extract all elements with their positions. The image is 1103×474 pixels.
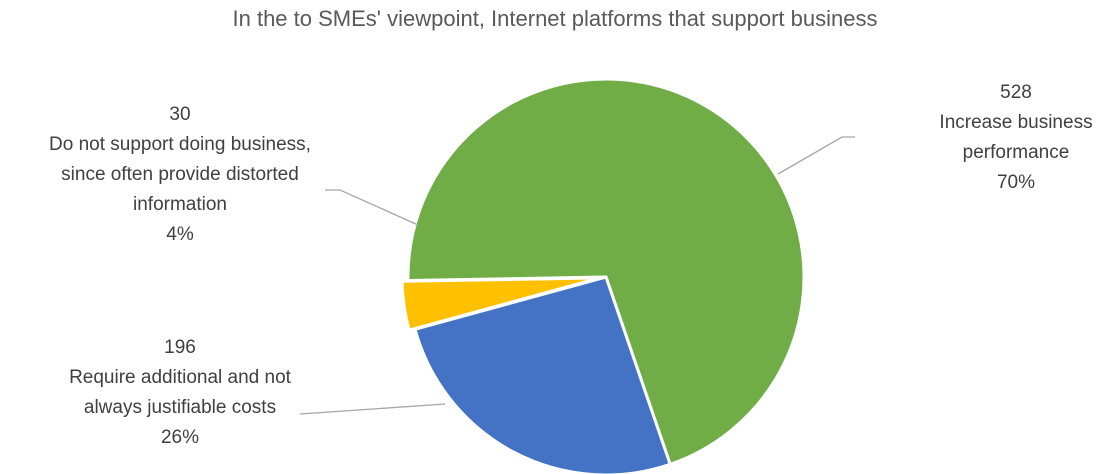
data-label-percent: 4% <box>166 224 194 245</box>
data-label-2: 196 Require additional and not always just… <box>69 337 292 448</box>
leader-line-2 <box>299 403 446 415</box>
data-label-percent: 26% <box>161 427 199 448</box>
data-label-category: Increase business <box>939 112 1092 133</box>
data-label-value: 30 <box>169 104 190 125</box>
data-label-value: 196 <box>164 337 196 358</box>
leader-line-3 <box>325 189 419 226</box>
data-label-percent: 70% <box>997 172 1035 193</box>
leader-lines <box>299 136 855 415</box>
data-label-category: always justifiable costs <box>84 397 276 418</box>
pie-slice-1 <box>406 77 806 466</box>
data-label-1: 528 Increase business performance 70% <box>939 82 1092 193</box>
data-label-category: Do not support doing business, <box>49 134 311 155</box>
data-label-category: performance <box>963 142 1070 163</box>
pie-slices <box>400 77 806 474</box>
data-label-category: information <box>133 194 227 215</box>
leader-line-1 <box>777 136 855 175</box>
data-label-value: 528 <box>1000 82 1032 103</box>
data-labels: 528 Increase business performance 70% 196 Req… <box>49 82 1093 448</box>
data-label-category: Require additional and not <box>69 367 292 388</box>
pie-slice-2 <box>413 275 672 474</box>
chart-title: In the to SMEs' viewpoint, Internet plat… <box>233 6 878 31</box>
data-label-category: since often provide distorted <box>61 164 299 185</box>
data-label-3: 30 Do not support doing business, since of… <box>49 104 311 245</box>
pie-slice-3 <box>400 276 602 332</box>
